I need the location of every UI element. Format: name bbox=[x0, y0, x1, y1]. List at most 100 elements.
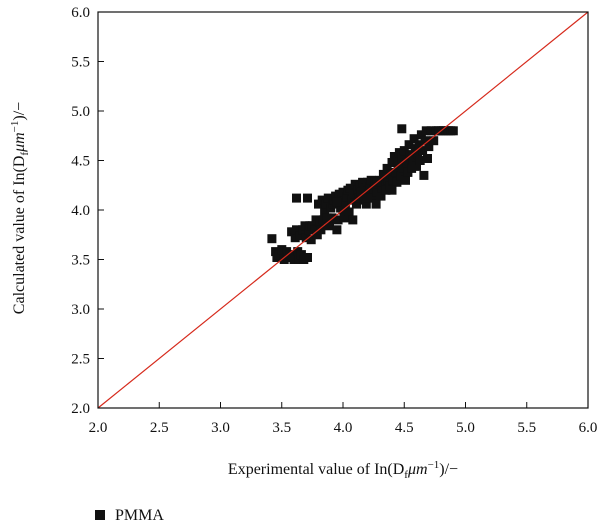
data-point bbox=[382, 163, 392, 173]
data-point bbox=[426, 126, 436, 136]
data-point bbox=[416, 130, 426, 140]
data-point bbox=[429, 136, 439, 146]
data-point bbox=[394, 148, 404, 158]
data-point bbox=[387, 185, 397, 195]
x-tick-label: 2.5 bbox=[150, 420, 169, 436]
data-point bbox=[386, 169, 396, 179]
data-point bbox=[363, 193, 372, 203]
data-point bbox=[345, 183, 355, 193]
data-point bbox=[285, 250, 295, 260]
y-tick-label: 2.5 bbox=[71, 352, 90, 368]
x-tick-label: 2.0 bbox=[89, 420, 108, 436]
data-point bbox=[310, 225, 320, 235]
reference-line bbox=[97, 11, 589, 409]
y-tick-label: 6.0 bbox=[71, 5, 90, 21]
data-point bbox=[348, 215, 358, 225]
data-point bbox=[401, 175, 410, 185]
y-label-tail: )/− bbox=[11, 102, 28, 121]
data-point bbox=[338, 187, 348, 197]
x-label-sup: −1 bbox=[428, 459, 440, 471]
data-point bbox=[448, 126, 458, 136]
data-point bbox=[352, 199, 361, 209]
data-point bbox=[419, 170, 429, 180]
data-point bbox=[327, 213, 337, 223]
data-point bbox=[360, 183, 370, 193]
data-point bbox=[306, 235, 316, 245]
data-point bbox=[405, 150, 415, 160]
plot-area bbox=[97, 11, 589, 409]
data-point bbox=[412, 161, 421, 171]
x-label-sub: f bbox=[404, 469, 408, 481]
y-tick-label: 2.0 bbox=[71, 401, 90, 417]
data-point bbox=[347, 195, 357, 205]
data-point bbox=[421, 126, 431, 136]
data-point bbox=[292, 193, 301, 203]
data-point bbox=[413, 150, 423, 160]
data-point bbox=[392, 177, 402, 187]
x-tick-label: 6.0 bbox=[579, 420, 598, 436]
data-point bbox=[274, 250, 284, 260]
x-label-unit: μm bbox=[407, 461, 428, 478]
data-point bbox=[332, 225, 342, 235]
series-pmma-points bbox=[267, 124, 458, 264]
x-label-tail: )/− bbox=[439, 461, 458, 478]
data-point bbox=[301, 233, 311, 243]
data-point bbox=[367, 193, 377, 203]
data-point bbox=[277, 245, 287, 255]
data-point bbox=[325, 221, 334, 231]
data-point bbox=[391, 167, 401, 177]
data-point bbox=[358, 177, 368, 187]
data-point bbox=[396, 171, 406, 181]
data-point bbox=[287, 227, 297, 237]
x-tick-label: 4.5 bbox=[395, 420, 414, 436]
data-point bbox=[414, 140, 424, 150]
data-point bbox=[294, 255, 304, 264]
data-point bbox=[404, 140, 414, 150]
y-tick-label: 5.5 bbox=[71, 55, 90, 71]
data-point bbox=[397, 154, 407, 163]
legend-label-pmma: PMMA bbox=[115, 507, 164, 524]
data-point bbox=[423, 154, 432, 163]
data-point bbox=[407, 163, 417, 173]
x-axis: 2.0 2.5 3.0 3.5 4.0 4.5 5.0 5.5 6.0 bbox=[89, 402, 598, 436]
data-point bbox=[424, 142, 434, 152]
data-point bbox=[333, 215, 343, 225]
data-point bbox=[295, 231, 305, 241]
data-point bbox=[354, 193, 364, 203]
data-point bbox=[393, 160, 403, 169]
data-point bbox=[316, 225, 326, 235]
x-tick-label: 5.0 bbox=[456, 420, 475, 436]
data-point bbox=[383, 175, 393, 185]
data-point bbox=[371, 199, 381, 209]
data-point bbox=[389, 152, 399, 161]
data-point bbox=[322, 213, 332, 223]
data-point bbox=[361, 199, 371, 209]
data-point bbox=[312, 230, 322, 240]
x-tick-label: 5.5 bbox=[517, 420, 536, 436]
data-point bbox=[332, 197, 342, 207]
x-tick-label: 4.0 bbox=[334, 420, 353, 436]
y-tick-label: 4.5 bbox=[71, 154, 90, 170]
data-point bbox=[290, 233, 300, 243]
y-label-sub: f bbox=[19, 152, 31, 156]
data-point bbox=[339, 213, 349, 223]
data-point bbox=[415, 156, 425, 165]
data-point bbox=[320, 207, 330, 217]
data-point bbox=[399, 146, 409, 156]
data-point bbox=[376, 191, 386, 201]
data-point bbox=[289, 255, 299, 264]
y-axis: 2.0 2.5 3.0 3.5 4.0 4.5 5.0 5.5 6.0 bbox=[71, 5, 104, 417]
data-point bbox=[402, 158, 412, 167]
data-point bbox=[397, 124, 407, 134]
y-label-unit: μm bbox=[11, 132, 28, 153]
legend: PMMA bbox=[95, 507, 164, 524]
data-point bbox=[321, 199, 331, 209]
x-axis-label: Experimental value of In(Dfμm−1)/− bbox=[228, 459, 458, 481]
data-point bbox=[303, 193, 312, 203]
data-point bbox=[387, 158, 397, 167]
y-tick-label: 3.0 bbox=[71, 302, 90, 318]
data-point bbox=[323, 193, 333, 203]
y-label-main: Calculated value of In(D bbox=[11, 156, 28, 315]
data-point bbox=[418, 146, 428, 156]
